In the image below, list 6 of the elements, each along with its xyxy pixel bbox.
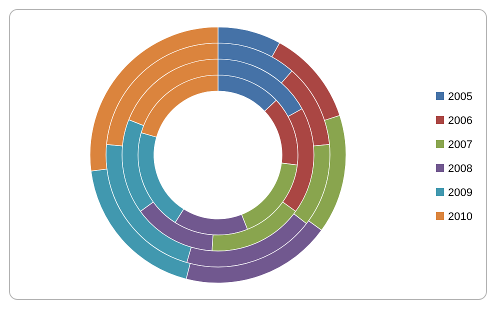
legend-label: 2006 (448, 115, 472, 127)
legend-label: 2007 (448, 139, 472, 151)
legend-label: 2008 (448, 163, 472, 175)
legend-label: 2010 (448, 211, 472, 223)
legend-label: 2009 (448, 187, 472, 199)
legend-label: 2005 (448, 91, 472, 103)
